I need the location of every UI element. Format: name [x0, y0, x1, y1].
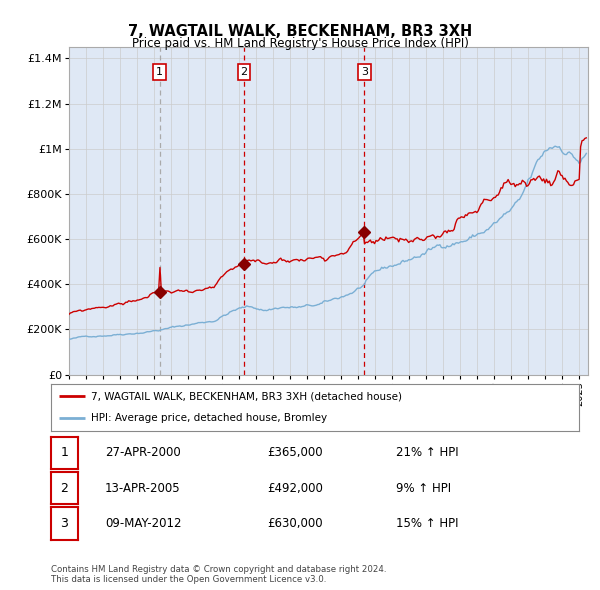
- Text: 15% ↑ HPI: 15% ↑ HPI: [396, 517, 458, 530]
- Text: 2: 2: [61, 481, 68, 495]
- Text: Price paid vs. HM Land Registry's House Price Index (HPI): Price paid vs. HM Land Registry's House …: [131, 37, 469, 50]
- Text: 1: 1: [156, 67, 163, 77]
- Text: 13-APR-2005: 13-APR-2005: [105, 481, 181, 495]
- Text: 3: 3: [361, 67, 368, 77]
- Text: £492,000: £492,000: [267, 481, 323, 495]
- Text: 7, WAGTAIL WALK, BECKENHAM, BR3 3XH (detached house): 7, WAGTAIL WALK, BECKENHAM, BR3 3XH (det…: [91, 391, 401, 401]
- Text: 2: 2: [241, 67, 247, 77]
- Text: £630,000: £630,000: [267, 517, 323, 530]
- Text: HPI: Average price, detached house, Bromley: HPI: Average price, detached house, Brom…: [91, 413, 327, 423]
- Text: Contains HM Land Registry data © Crown copyright and database right 2024.
This d: Contains HM Land Registry data © Crown c…: [51, 565, 386, 584]
- Text: 09-MAY-2012: 09-MAY-2012: [105, 517, 182, 530]
- Text: 7, WAGTAIL WALK, BECKENHAM, BR3 3XH: 7, WAGTAIL WALK, BECKENHAM, BR3 3XH: [128, 24, 472, 38]
- Text: 3: 3: [61, 517, 68, 530]
- Text: 27-APR-2000: 27-APR-2000: [105, 446, 181, 460]
- Text: 9% ↑ HPI: 9% ↑ HPI: [396, 481, 451, 495]
- Text: £365,000: £365,000: [267, 446, 323, 460]
- Text: 1: 1: [61, 446, 68, 460]
- Text: 21% ↑ HPI: 21% ↑ HPI: [396, 446, 458, 460]
